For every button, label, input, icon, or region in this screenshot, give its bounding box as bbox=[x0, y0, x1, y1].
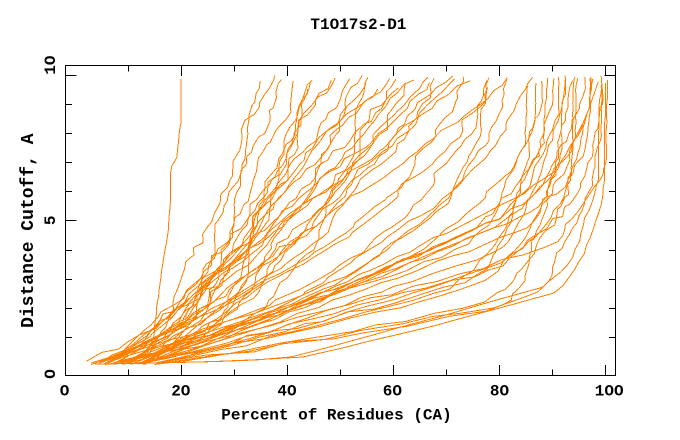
svg-text:1O: 1O bbox=[42, 55, 60, 75]
svg-text:O: O bbox=[42, 369, 60, 379]
svg-text:O: O bbox=[60, 383, 70, 401]
svg-text:8O: 8O bbox=[490, 383, 510, 401]
svg-text:Percent of Residues (CA): Percent of Residues (CA) bbox=[221, 406, 451, 424]
svg-text:Distance Cutoff, A: Distance Cutoff, A bbox=[19, 133, 39, 328]
svg-text:T1O17s2-D1: T1O17s2-D1 bbox=[310, 16, 406, 34]
svg-text:5: 5 bbox=[42, 215, 60, 225]
svg-text:2O: 2O bbox=[171, 383, 191, 401]
svg-text:6O: 6O bbox=[383, 383, 403, 401]
svg-text:4O: 4O bbox=[277, 383, 297, 401]
svg-text:1OO: 1OO bbox=[595, 383, 624, 401]
